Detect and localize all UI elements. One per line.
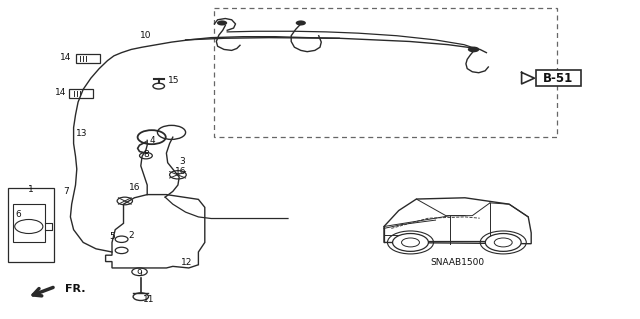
Text: 6: 6	[15, 210, 20, 219]
Text: 3: 3	[180, 157, 185, 166]
Text: FR.: FR.	[65, 284, 86, 294]
FancyBboxPatch shape	[536, 70, 581, 86]
Text: 11: 11	[143, 295, 154, 304]
Circle shape	[296, 20, 306, 26]
Bar	[76, 54, 100, 63]
Bar	[214, 8, 557, 137]
Text: 9: 9	[137, 269, 142, 278]
Circle shape	[485, 234, 521, 251]
Text: 16: 16	[175, 167, 186, 176]
Circle shape	[392, 234, 428, 251]
Text: 4: 4	[150, 136, 155, 145]
Text: 1: 1	[28, 185, 33, 194]
Text: 14: 14	[60, 53, 72, 62]
Circle shape	[153, 83, 164, 89]
Text: 7: 7	[63, 187, 68, 196]
Text: 16: 16	[129, 183, 140, 192]
Bar	[8, 188, 54, 262]
Bar	[69, 89, 93, 98]
Text: 5: 5	[109, 232, 115, 241]
Text: B-51: B-51	[543, 72, 573, 85]
Text: 8: 8	[143, 150, 148, 159]
Text: 2: 2	[129, 231, 134, 240]
Bar	[13, 204, 45, 242]
Text: 10: 10	[140, 31, 152, 40]
Circle shape	[468, 47, 479, 52]
Text: 13: 13	[76, 130, 88, 138]
Text: SNAAB1500: SNAAB1500	[431, 258, 484, 267]
Text: 12: 12	[181, 258, 193, 267]
Text: 15: 15	[168, 76, 180, 85]
Circle shape	[217, 20, 227, 26]
Text: 14: 14	[55, 88, 67, 97]
